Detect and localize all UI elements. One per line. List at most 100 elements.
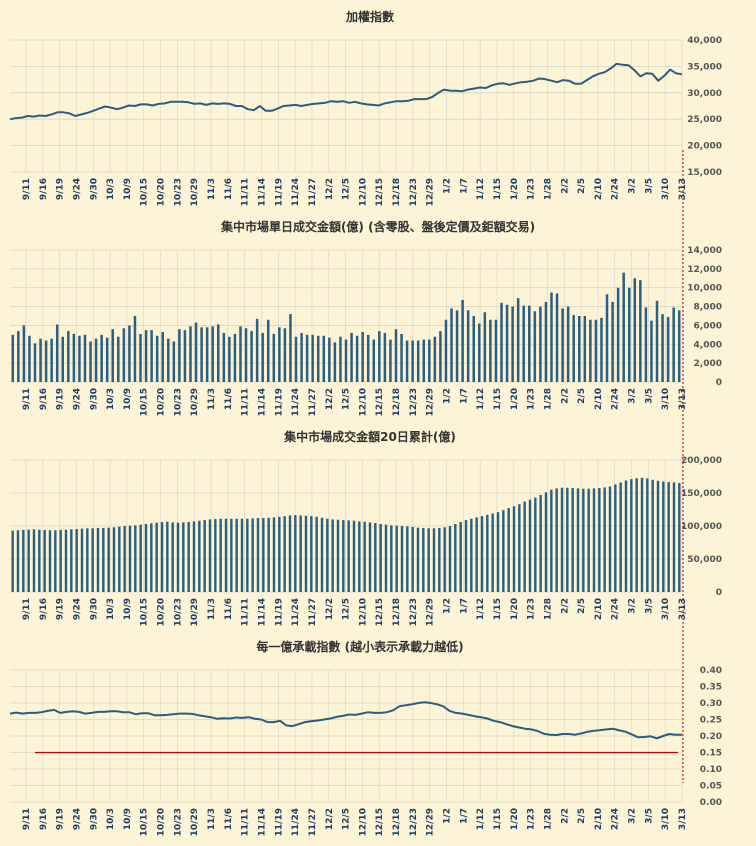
bar bbox=[522, 305, 525, 382]
x-tick-label: 12/2 bbox=[325, 808, 335, 830]
bar bbox=[255, 318, 259, 382]
bar bbox=[333, 342, 337, 382]
bar bbox=[80, 528, 84, 592]
x-tick-label: 10/15 bbox=[140, 808, 150, 836]
bar bbox=[627, 287, 631, 382]
bar bbox=[219, 518, 222, 592]
bar bbox=[491, 513, 494, 592]
bar bbox=[544, 492, 548, 592]
bar bbox=[444, 319, 448, 382]
x-tick-label: 10/29 bbox=[190, 808, 200, 836]
bar bbox=[43, 529, 46, 592]
bar bbox=[523, 501, 526, 592]
bar bbox=[139, 524, 142, 592]
bar bbox=[155, 335, 159, 382]
y-tick-label: 100,000 bbox=[681, 522, 722, 532]
y-tick-label: 40,000 bbox=[687, 36, 722, 46]
bar bbox=[144, 524, 148, 592]
bar bbox=[544, 301, 548, 382]
bar bbox=[505, 304, 509, 382]
bar bbox=[608, 486, 612, 592]
bar bbox=[416, 340, 420, 382]
x-tick-label: 11/19 bbox=[274, 598, 284, 626]
bar bbox=[205, 327, 209, 382]
x-tick-label: 9/30 bbox=[89, 178, 99, 200]
bar bbox=[278, 327, 281, 382]
x-tick-label: 10/29 bbox=[190, 178, 200, 206]
x-tick-label: 1/2 bbox=[443, 808, 453, 824]
bar bbox=[352, 520, 356, 592]
y-tick-label: 12,000 bbox=[687, 265, 722, 275]
bar bbox=[133, 316, 137, 382]
bar bbox=[374, 523, 377, 592]
bar bbox=[411, 340, 414, 382]
bar bbox=[550, 489, 553, 592]
bar bbox=[91, 528, 94, 592]
bar bbox=[378, 331, 381, 382]
bar bbox=[161, 332, 164, 382]
bar bbox=[416, 527, 420, 592]
bar bbox=[172, 341, 176, 382]
x-tick-label: 11/11 bbox=[241, 598, 251, 626]
x-tick-label: 1/20 bbox=[510, 388, 520, 410]
y-tick-label: 0.25 bbox=[700, 716, 722, 726]
bar bbox=[112, 527, 116, 592]
x-tick-label: 9/11 bbox=[22, 388, 32, 410]
x-tick-label: 12/10 bbox=[358, 808, 368, 836]
bar bbox=[39, 338, 42, 382]
x-tick-label: 11/14 bbox=[257, 598, 267, 626]
x-tick-label: 1/20 bbox=[510, 808, 520, 830]
bar bbox=[59, 529, 62, 592]
bar bbox=[128, 525, 132, 592]
bar bbox=[600, 317, 603, 382]
bar bbox=[272, 517, 276, 592]
bar bbox=[555, 488, 558, 592]
x-tick-label: 11/27 bbox=[308, 598, 318, 626]
bar bbox=[427, 528, 430, 592]
panel-capacity-index: 0.00 0.05 0.10 0.15 0.20 0.25 0.30 0.35 0.40 9/11… bbox=[9, 666, 722, 836]
bar bbox=[150, 523, 153, 592]
bar bbox=[614, 484, 617, 592]
bar bbox=[587, 488, 590, 592]
x-tick-label: 3/2 bbox=[628, 808, 638, 824]
bar bbox=[222, 332, 226, 382]
bar bbox=[347, 520, 350, 592]
x-tick-label: 11/14 bbox=[257, 178, 267, 206]
x-tick-label: 3/2 bbox=[628, 388, 638, 404]
x-tick-label: 10/3 bbox=[106, 808, 116, 830]
bar bbox=[439, 331, 442, 382]
x-tick-label: 11/3 bbox=[207, 808, 217, 830]
x-tick-label: 2/24 bbox=[611, 388, 621, 410]
bar bbox=[105, 337, 109, 382]
bar bbox=[182, 522, 185, 592]
x-tick-label: 9/30 bbox=[89, 598, 99, 620]
bar bbox=[583, 316, 587, 382]
x-tick-label: 11/11 bbox=[241, 388, 251, 416]
bar bbox=[394, 329, 398, 382]
x-tick-label: 11/3 bbox=[207, 388, 217, 410]
x-tick-label: 11/6 bbox=[224, 178, 234, 200]
x-tick-label: 10/23 bbox=[173, 808, 183, 836]
bar bbox=[578, 316, 581, 382]
bar bbox=[239, 326, 242, 382]
bar bbox=[96, 527, 100, 592]
bar bbox=[516, 298, 520, 382]
x-tick-label: 10/29 bbox=[190, 598, 200, 626]
x-tick-label: 12/10 bbox=[358, 598, 368, 626]
bar bbox=[605, 294, 609, 382]
x-tick-label: 12/5 bbox=[342, 598, 352, 620]
y-tick-label: 50,000 bbox=[687, 555, 722, 565]
bar bbox=[486, 514, 489, 592]
x-tick-label: 11/24 bbox=[291, 178, 301, 206]
x-tick-label: 12/18 bbox=[392, 388, 402, 416]
x-tick-label: 1/7 bbox=[459, 178, 469, 194]
bar bbox=[646, 478, 649, 592]
x-tick-label: 11/27 bbox=[308, 808, 318, 836]
x-tick-label: 10/23 bbox=[173, 598, 183, 626]
bar bbox=[11, 530, 14, 592]
series-line bbox=[9, 62, 683, 121]
bar bbox=[214, 519, 217, 592]
series-line bbox=[9, 701, 682, 740]
bar bbox=[507, 508, 510, 592]
y-tick-label: 25,000 bbox=[687, 115, 722, 125]
